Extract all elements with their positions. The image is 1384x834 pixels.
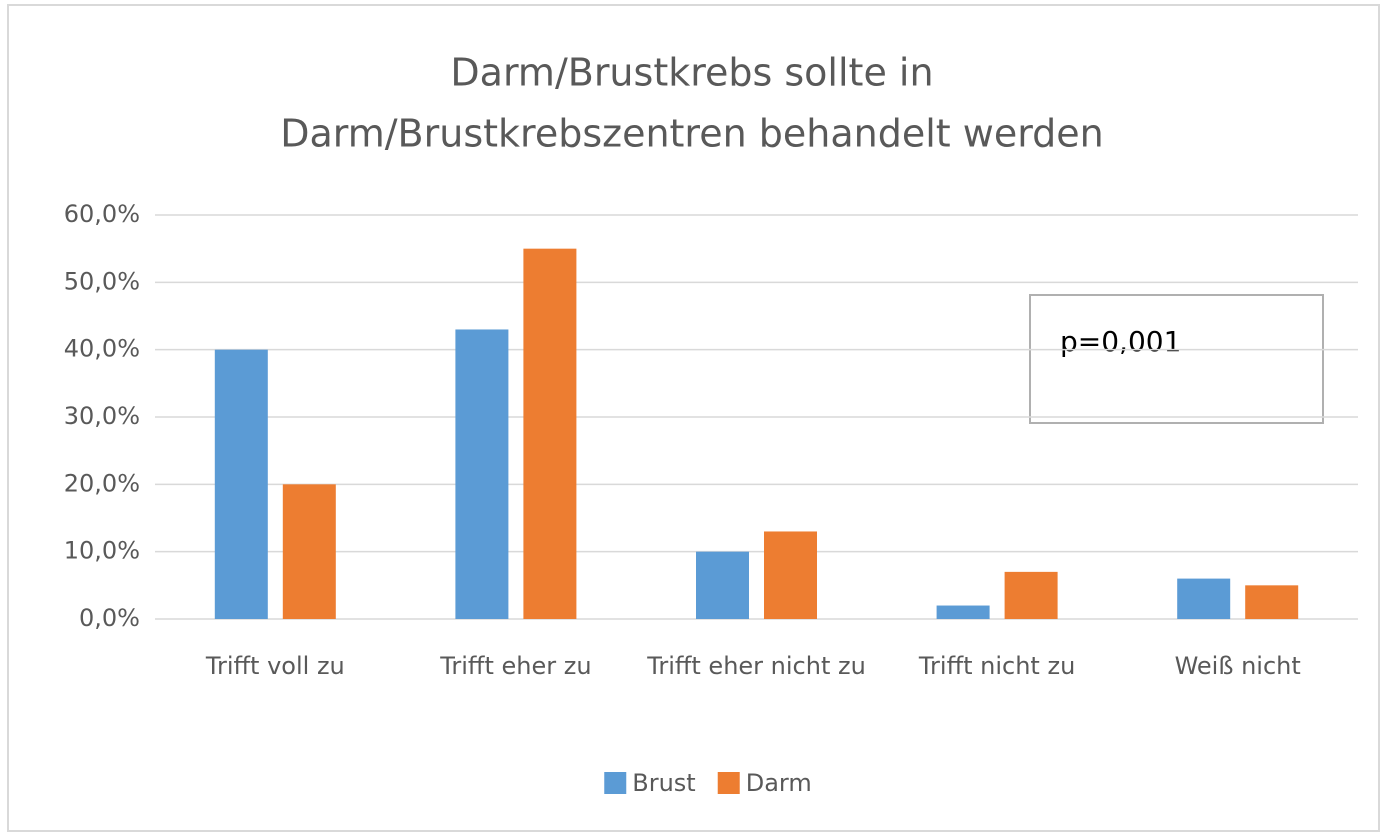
- y-tick-label: 20,0%: [64, 469, 140, 497]
- annotation-box: [1029, 294, 1324, 424]
- x-tick-label: Trifft eher nicht zu: [646, 652, 866, 680]
- legend-label: Brust: [632, 769, 695, 797]
- x-tick-label: Trifft voll zu: [205, 652, 345, 680]
- y-tick-label: 0,0%: [79, 604, 140, 632]
- bar: [523, 248, 577, 619]
- bar: [764, 531, 817, 619]
- bar: [1245, 585, 1299, 619]
- grid: [155, 214, 1358, 620]
- bar: [696, 551, 749, 619]
- legend-label: Darm: [746, 769, 812, 797]
- x-tick-label: Trifft nicht zu: [918, 652, 1075, 680]
- chart-title: Darm/Brustkrebs sollte in: [450, 51, 933, 95]
- bar: [214, 349, 268, 619]
- annotation: p=0,001: [1060, 325, 1181, 358]
- x-tick-label: Weiß nicht: [1175, 652, 1301, 680]
- legend-swatch: [717, 772, 740, 794]
- bar: [1177, 578, 1231, 619]
- bar: [936, 605, 990, 619]
- y-tick-label: 10,0%: [64, 537, 140, 565]
- y-tick-label: 50,0%: [64, 267, 140, 295]
- legend-item: Brust: [604, 769, 696, 797]
- y-tick-label: 40,0%: [64, 335, 140, 363]
- bar: [455, 329, 509, 619]
- legend-item: Darm: [717, 769, 812, 797]
- y-tick-label: 60,0%: [64, 200, 140, 228]
- chart-title: Darm/Brustkrebszentren behandelt werden: [280, 112, 1104, 156]
- legend-swatch: [604, 772, 627, 794]
- bar: [1004, 571, 1058, 619]
- bar: [282, 484, 336, 619]
- y-tick-label: 30,0%: [64, 402, 140, 430]
- x-tick-label: Trifft eher zu: [439, 652, 591, 680]
